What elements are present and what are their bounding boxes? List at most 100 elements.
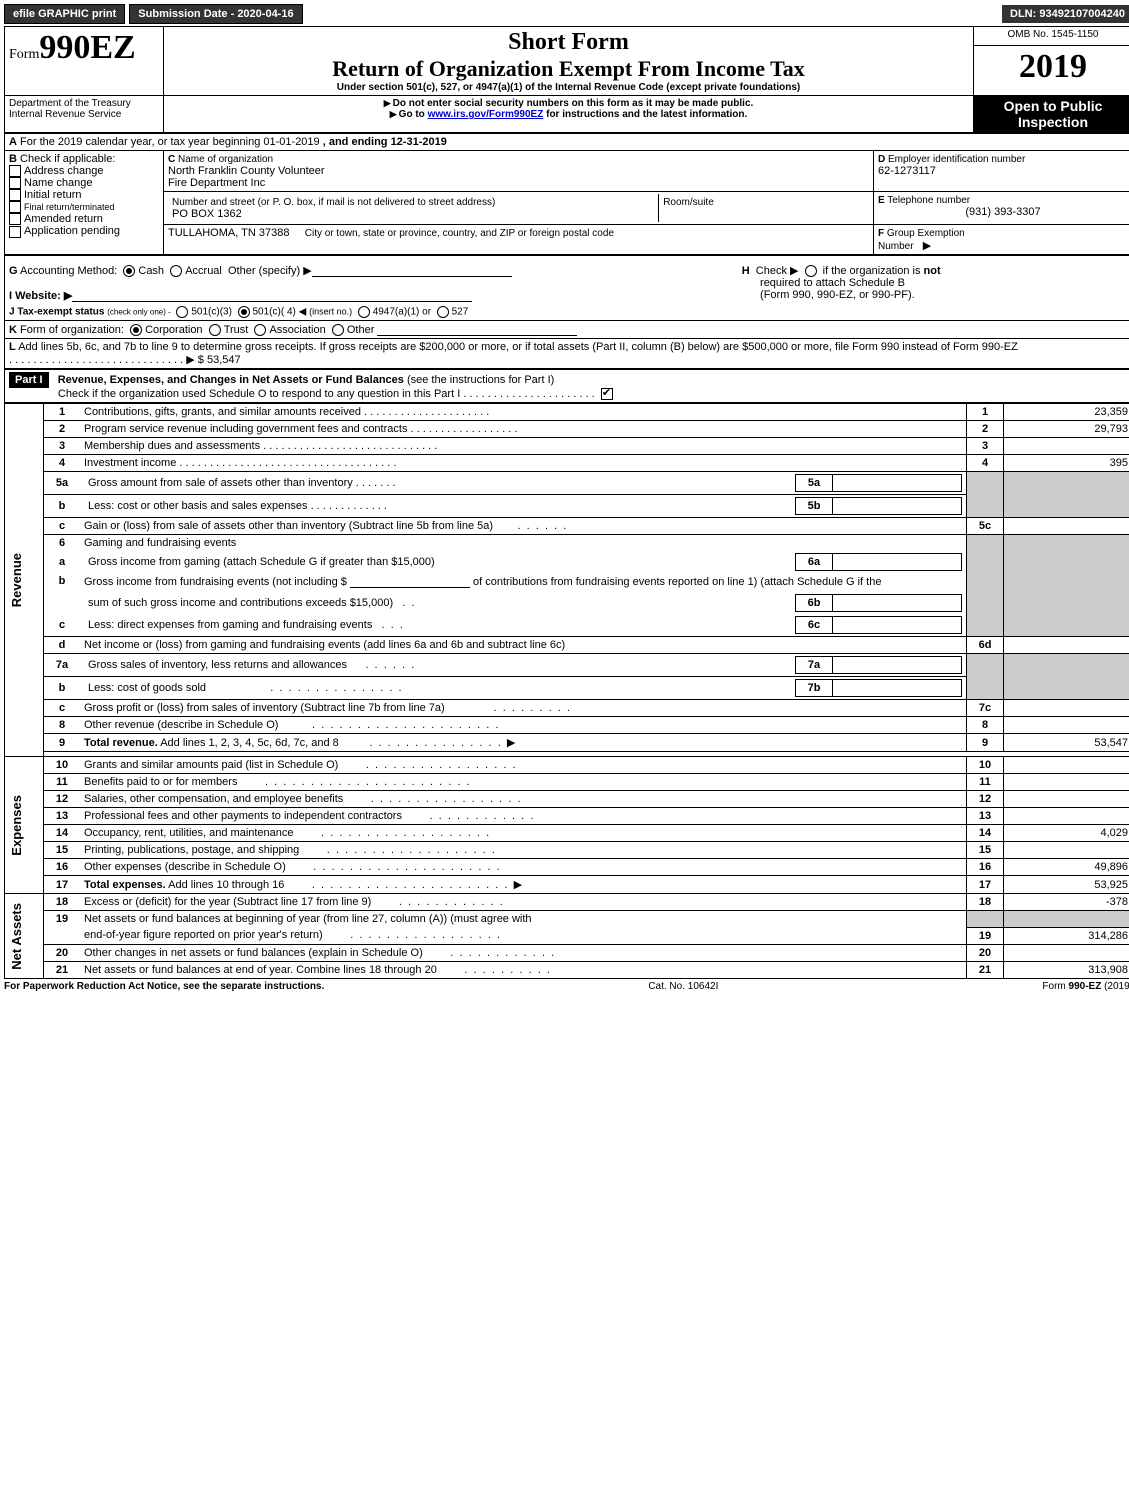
insert-no-label: (insert no.) [309, 307, 352, 317]
shaded-cell [967, 551, 1004, 573]
line-17-amount: 53,925 [1004, 876, 1129, 894]
irs-label: Internal Revenue Service [9, 109, 159, 120]
address-change-checkbox[interactable] [9, 165, 21, 177]
line-12-box: 12 [967, 791, 1004, 808]
line-6b-text-pre: Gross income from fundraising events (no… [84, 576, 350, 588]
line-a-row: A For the 2019 calendar year, or tax yea… [4, 133, 1129, 150]
trust-radio[interactable] [209, 324, 221, 336]
other-org-label: Other [347, 324, 375, 336]
open-to-public: Open to Public [978, 98, 1128, 114]
line-7c-text: Gross profit or (loss) from sales of inv… [84, 702, 445, 714]
dln-label: DLN: 93492107004240 [1002, 5, 1129, 23]
net-assets-side-label: Net Assets [9, 903, 24, 970]
line-f-letter: F [878, 228, 884, 239]
shaded-cell [967, 472, 1004, 495]
line-15-num: 15 [44, 842, 81, 859]
amended-return-checkbox[interactable] [9, 213, 21, 225]
line-10-amount [1004, 757, 1129, 774]
line-6c-text: Less: direct expenses from gaming and fu… [88, 619, 372, 631]
line-16-amount: 49,896 [1004, 859, 1129, 876]
line-5c-amount [1004, 518, 1129, 535]
4947-radio[interactable] [358, 306, 370, 318]
inspection-label: Inspection [978, 114, 1128, 130]
efile-print-button[interactable]: efile GRAPHIC print [4, 4, 125, 24]
arrow-icon [390, 109, 399, 120]
shaded-cell [1004, 573, 1129, 614]
527-radio[interactable] [437, 306, 449, 318]
cash-radio[interactable] [123, 265, 135, 277]
line-7b-text: Less: cost of goods sold [88, 682, 206, 694]
name-change-checkbox[interactable] [9, 177, 21, 189]
line-6b-blank-input[interactable] [350, 575, 470, 588]
line-15-box: 15 [967, 842, 1004, 859]
city-value: TULLAHOMA, TN 37388 [168, 227, 289, 239]
line-b-letter: B [9, 153, 17, 165]
line-7b-box: 7b [796, 680, 833, 697]
expenses-side-label: Expenses [9, 795, 24, 856]
schedule-b-radio[interactable] [805, 265, 817, 277]
line-6a-num: a [44, 551, 81, 573]
line-6b-sub-amount [833, 595, 962, 612]
amended-return-label: Amended return [24, 213, 103, 225]
line-10-num: 10 [44, 757, 81, 774]
line-g-letter: G [9, 265, 18, 277]
line-4-num: 4 [44, 455, 81, 472]
line-5a-num: 5a [44, 472, 81, 495]
line-14-amount: 4,029 [1004, 825, 1129, 842]
check-if-applicable: Check if applicable: [20, 153, 115, 165]
line-6-text: Gaming and fundraising events [84, 537, 236, 549]
line-7b-sub-amount [833, 680, 962, 697]
line-19-num-cont [44, 927, 81, 944]
street-value: PO BOX 1362 [172, 208, 242, 220]
street-label: Number and street (or P. O. box, if mail… [172, 197, 495, 208]
line-9-amount: 53,547 [1004, 734, 1129, 752]
line-4-amount: 395 [1004, 455, 1129, 472]
accrual-radio[interactable] [170, 265, 182, 277]
line-1-num: 1 [44, 404, 81, 421]
shaded-cell [1004, 677, 1129, 700]
corporation-radio[interactable] [130, 324, 142, 336]
shaded-cell [1004, 472, 1129, 495]
part1-header: Part I Revenue, Expenses, and Changes in… [4, 369, 1129, 403]
line-19-text2: end-of-year figure reported on prior yea… [84, 929, 323, 941]
final-return-checkbox[interactable] [9, 201, 21, 213]
line-11-text: Benefits paid to or for members [84, 776, 237, 788]
line-8-text: Other revenue (describe in Schedule O) [84, 719, 278, 731]
line-19-box: 19 [967, 927, 1004, 944]
501c3-radio[interactable] [176, 306, 188, 318]
line-6c-sub-amount [833, 617, 962, 634]
line-7c-num: c [44, 700, 81, 717]
line-5b-box: 5b [796, 498, 833, 515]
other-specify-label: Other (specify) [228, 265, 300, 277]
form-ref-year: (2019) [1101, 981, 1129, 992]
shaded-cell [967, 654, 1004, 677]
shaded-cell [967, 573, 1004, 614]
website-label: Website: ▶ [15, 290, 72, 302]
line-8-amount [1004, 717, 1129, 734]
submission-date-label: Submission Date - 2020-04-16 [129, 4, 302, 24]
ein-value: 62-1273117 [878, 165, 936, 177]
line-6b-text-post: of contributions from fundraising events… [470, 576, 882, 588]
line-h-check: Check ▶ [756, 265, 799, 277]
application-pending-checkbox[interactable] [9, 226, 21, 238]
ein-label: Employer identification number [888, 154, 1025, 165]
line-6d-text: Net income or (loss) from gaming and fun… [84, 639, 565, 651]
501c-radio[interactable] [238, 306, 250, 318]
schedule-o-checkbox[interactable] [601, 388, 613, 400]
line-17-box: 17 [967, 876, 1004, 894]
line-13-box: 13 [967, 808, 1004, 825]
line-14-num: 14 [44, 825, 81, 842]
association-radio[interactable] [254, 324, 266, 336]
other-specify-input[interactable] [312, 264, 512, 277]
irs-link[interactable]: www.irs.gov/Form990EZ [428, 109, 544, 120]
line-6a-sub-amount [833, 554, 962, 571]
line-7a-num: 7a [44, 654, 81, 677]
initial-return-checkbox[interactable] [9, 189, 21, 201]
form-ref-bold: 990-EZ [1069, 981, 1102, 992]
shaded-cell [967, 495, 1004, 518]
shaded-cell [967, 677, 1004, 700]
other-org-input[interactable] [377, 323, 577, 336]
shaded-cell [1004, 551, 1129, 573]
other-org-radio[interactable] [332, 324, 344, 336]
website-input[interactable] [72, 289, 472, 302]
